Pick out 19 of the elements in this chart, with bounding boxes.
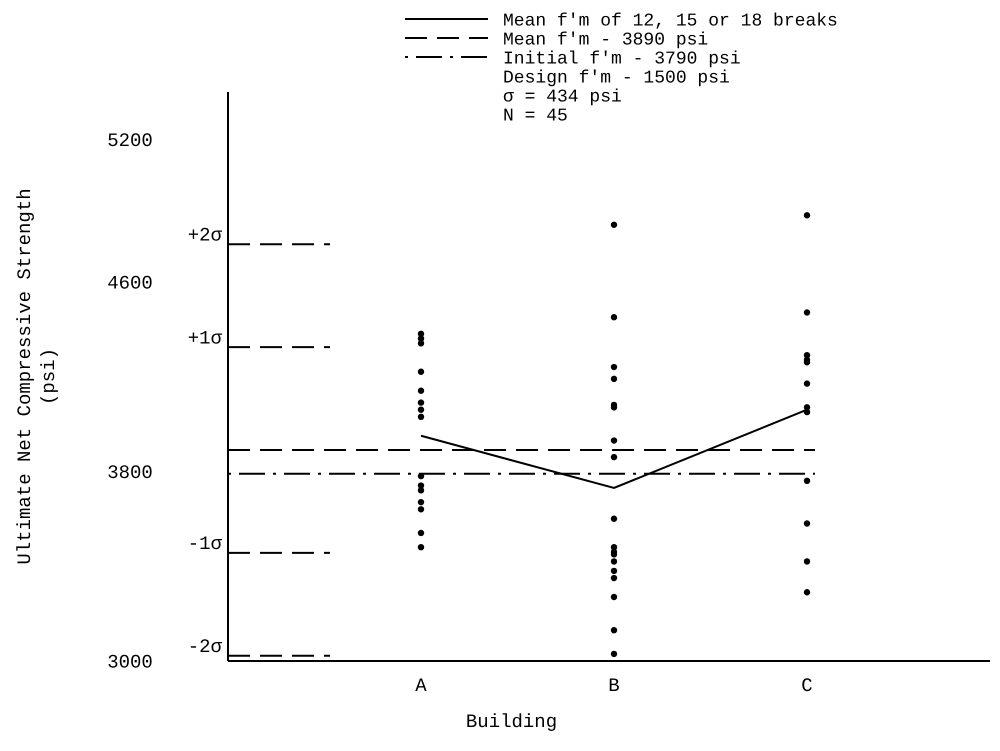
annotation: σ = 434 psi: [503, 87, 622, 108]
y-axis-title: Ultimate Net Compressive Strength (psi): [14, 188, 60, 565]
ref-line-label: -2σ: [188, 636, 223, 658]
ref-line-label: +1σ: [188, 327, 223, 350]
x-tick-label: B: [608, 675, 620, 697]
ref-line-label: -1σ: [188, 533, 223, 556]
x-axis-title: Building: [466, 711, 558, 733]
annotation: N = 45: [503, 106, 568, 126]
legend-label: Initial f'm - 3790 psi: [503, 49, 741, 70]
y-tick-label: 5200: [107, 130, 153, 152]
ref-line-label: +2σ: [188, 224, 223, 246]
x-tick-label: A: [415, 675, 428, 697]
y-tick-label: 3800: [107, 462, 153, 484]
text: Design f'm - 1500 psi: [503, 68, 730, 88]
y-tick-label: 4600: [107, 272, 153, 294]
legend-label: Mean f'm of 12, 15 or 18 breaks: [503, 11, 838, 32]
y-tick-label: 3000: [107, 652, 153, 674]
legend-label: Mean f'm - 3890 psi: [503, 30, 708, 50]
x-tick-label: C: [801, 675, 813, 697]
